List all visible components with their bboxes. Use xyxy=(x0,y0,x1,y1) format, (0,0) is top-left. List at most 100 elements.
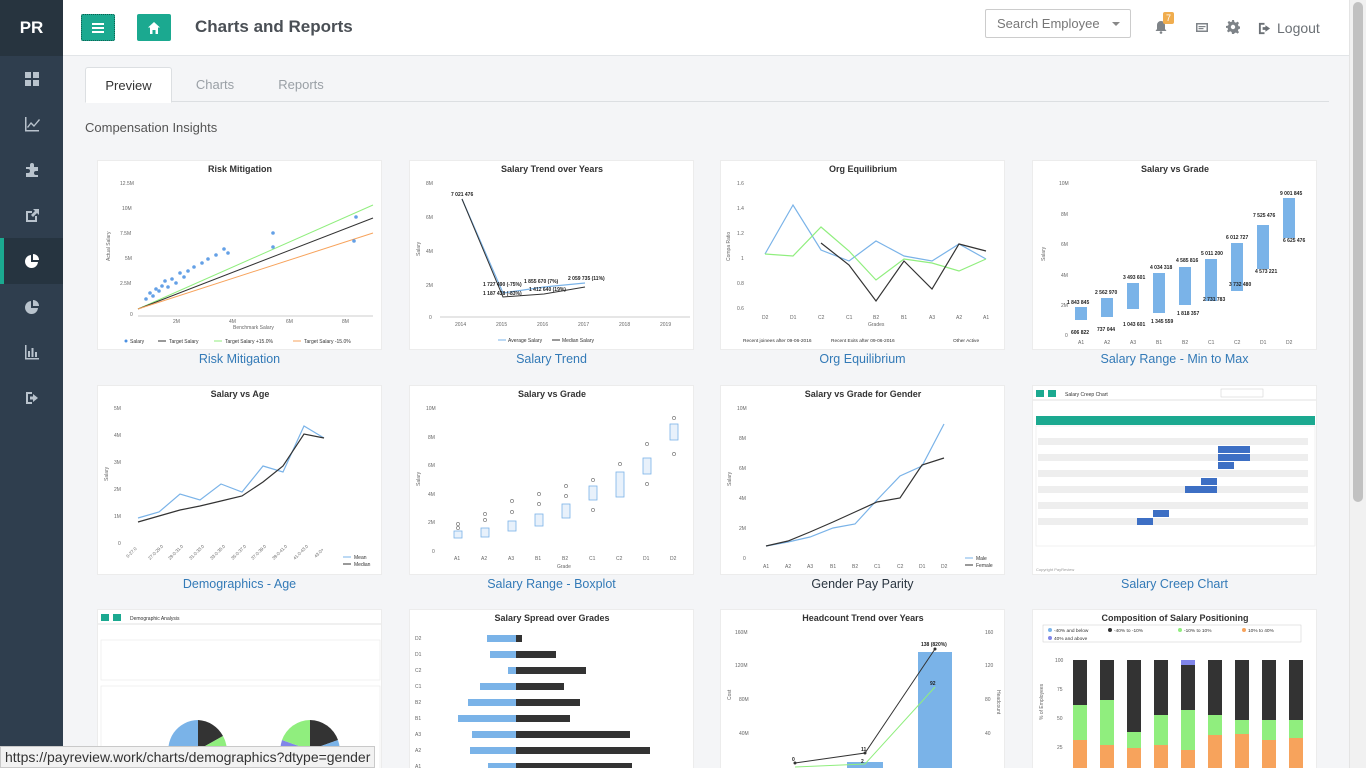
svg-text:Median: Median xyxy=(354,562,371,568)
chart-title: Salary Creep Chart xyxy=(1065,392,1108,398)
svg-text:Target Salary: Target Salary xyxy=(169,339,199,345)
chart-caption-link[interactable]: Risk Mitigation xyxy=(198,352,281,366)
svg-text:6M: 6M xyxy=(428,463,435,469)
sidebar-item-reports[interactable] xyxy=(0,330,63,376)
main-content: Preview Charts Reports Compensation Insi… xyxy=(63,56,1349,768)
chart-thumbnail[interactable]: Salary vs Grade 10M 8M 6M 4M 2M 0 A1 A2 A3 B1 B2 C… xyxy=(409,385,694,575)
brand-logo[interactable]: PR xyxy=(0,0,63,56)
svg-text:1 345 559: 1 345 559 xyxy=(1151,319,1173,325)
svg-text:Recent Exits after 09-06-2016: Recent Exits after 09-06-2016 xyxy=(831,338,895,344)
svg-text:C2: C2 xyxy=(897,564,904,570)
tab-charts[interactable]: Charts xyxy=(195,77,235,92)
svg-text:92: 92 xyxy=(930,681,936,687)
svg-text:0.8: 0.8 xyxy=(737,281,744,287)
sidebar-item-modules[interactable] xyxy=(0,147,63,193)
svg-text:5M: 5M xyxy=(125,256,132,262)
svg-text:2M: 2M xyxy=(173,319,180,325)
tab-preview[interactable]: Preview xyxy=(85,67,172,103)
svg-text:-10% to 10%: -10% to 10% xyxy=(1184,628,1212,634)
svg-text:25: 25 xyxy=(1057,745,1063,751)
chart-thumbnail[interactable]: Salary vs Age 5M 4M 3M 2M 1M 0 0-27.0 27.0-29.… xyxy=(97,385,382,575)
svg-text:C2: C2 xyxy=(616,556,623,562)
sidebar-item-signout[interactable] xyxy=(0,375,63,421)
messages-button[interactable] xyxy=(1195,20,1211,36)
menu-toggle-button[interactable] xyxy=(81,14,115,41)
svg-text:C2: C2 xyxy=(1234,340,1241,346)
svg-text:41.0-43.0: 41.0-43.0 xyxy=(292,543,309,560)
svg-text:-40% to -10%: -40% to -10% xyxy=(1114,628,1144,634)
chart-title: Salary vs Grade xyxy=(518,389,586,399)
svg-text:4 573 221: 4 573 221 xyxy=(1255,269,1277,275)
svg-text:D1: D1 xyxy=(919,564,926,570)
svg-text:A3: A3 xyxy=(807,564,813,570)
svg-text:39.0-41.0: 39.0-41.0 xyxy=(271,543,288,560)
svg-text:C2: C2 xyxy=(415,668,422,674)
sidebar-item-charts[interactable] xyxy=(0,238,63,284)
svg-text:-40% and below: -40% and below xyxy=(1054,628,1089,634)
chart-thumbnail[interactable]: Demographic Analysis xyxy=(97,609,382,768)
svg-text:D1: D1 xyxy=(1260,340,1267,346)
svg-text:100: 100 xyxy=(1055,658,1064,664)
svg-text:A3: A3 xyxy=(508,556,514,562)
svg-text:A2: A2 xyxy=(785,564,791,570)
svg-text:1 412 640 (19%): 1 412 640 (19%) xyxy=(529,287,566,293)
chart-caption-link[interactable]: Demographics - Age xyxy=(182,577,297,591)
logout-button[interactable]: Logout xyxy=(1258,20,1320,36)
search-employee-select[interactable]: Search Employee xyxy=(985,9,1131,38)
external-link-icon xyxy=(25,208,39,222)
chart-caption-link[interactable]: Salary Range - Min to Max xyxy=(1100,352,1249,366)
svg-text:2M: 2M xyxy=(1061,303,1068,309)
svg-text:11: 11 xyxy=(861,747,867,753)
svg-text:0: 0 xyxy=(429,315,432,321)
svg-text:D1: D1 xyxy=(790,315,797,321)
svg-text:C1: C1 xyxy=(1208,340,1215,346)
chart-thumbnail[interactable]: Risk Mitigation 12.5M 10M 7.5M 5M 2.5M 0 2M 4M… xyxy=(97,160,382,350)
chart-caption-link[interactable]: Salary Range - Boxplot xyxy=(487,577,616,591)
svg-text:Recent joinees after 09-06-201: Recent joinees after 09-06-2016 xyxy=(743,338,812,344)
chart-caption-link[interactable]: Salary Creep Chart xyxy=(1121,577,1228,591)
chart-thumbnail[interactable]: Salary vs Grade for Gender 10M 8M 6M 4M 2M 0 … xyxy=(720,385,1005,575)
svg-text:A1: A1 xyxy=(415,764,421,768)
sidebar-item-dashboard[interactable] xyxy=(0,56,63,102)
svg-text:40M: 40M xyxy=(739,731,749,737)
chart-card-salary-boxplot: Salary vs Grade 10M 8M 6M 4M 2M 0 A1 A2 A3 B1 B2 C… xyxy=(409,385,694,591)
chart-caption-link[interactable]: Salary Trend xyxy=(516,352,587,366)
svg-text:8M: 8M xyxy=(739,436,746,442)
tab-reports[interactable]: Reports xyxy=(278,77,324,92)
dashboard-icon xyxy=(24,71,39,86)
svg-text:6M: 6M xyxy=(739,466,746,472)
svg-text:4M: 4M xyxy=(1061,273,1068,279)
svg-text:D2: D2 xyxy=(941,564,948,570)
chart-card-demographic-analysis: Demographic Analysis xyxy=(97,609,382,768)
chart-thumbnail[interactable]: Composition of Salary Positioning -40% a… xyxy=(1032,609,1317,768)
svg-text:6 012 727: 6 012 727 xyxy=(1226,235,1248,241)
chart-thumbnail[interactable]: Salary Spread over Grades D2 D1 C2 C1 B2 B1 A3… xyxy=(409,609,694,768)
svg-text:10M: 10M xyxy=(122,206,132,212)
section-title: Compensation Insights xyxy=(85,120,218,135)
chart-thumbnail[interactable]: Headcount Trend over Years 160M 120M 80M 40… xyxy=(720,609,1005,768)
svg-text:1 843 845: 1 843 845 xyxy=(1067,300,1089,306)
svg-text:B2: B2 xyxy=(852,564,858,570)
svg-text:1 727 490 (-75%): 1 727 490 (-75%) xyxy=(483,282,522,288)
chart-thumbnail[interactable]: Salary Creep Chart Copyright PayReview xyxy=(1032,385,1317,575)
svg-text:C1: C1 xyxy=(415,684,422,690)
home-button[interactable] xyxy=(137,14,171,41)
sidebar-item-trends[interactable] xyxy=(0,102,63,148)
svg-text:1 043 601: 1 043 601 xyxy=(1123,322,1145,328)
scrollbar-thumb[interactable] xyxy=(1353,2,1363,502)
chart-thumbnail[interactable]: Salary vs Grade 10M 8M 6M 4M 2M 0 1 843 845 60… xyxy=(1032,160,1317,350)
chart-caption-link[interactable]: Org Equilibrium xyxy=(819,352,906,366)
svg-text:B1: B1 xyxy=(535,556,541,562)
chart-caption-link[interactable]: Gender Pay Parity xyxy=(811,577,914,591)
chart-thumbnail[interactable]: Org Equilibrium 1.6 1.4 1.2 1 0.8 0.6 D2 D1 C2 C… xyxy=(720,160,1005,350)
svg-text:Salary: Salary xyxy=(130,339,145,345)
svg-text:2 059 735 (11%): 2 059 735 (11%) xyxy=(568,276,605,282)
sidebar-item-export[interactable] xyxy=(0,193,63,239)
svg-text:2016: 2016 xyxy=(537,322,548,328)
vertical-scrollbar[interactable] xyxy=(1349,0,1366,768)
svg-text:1.2: 1.2 xyxy=(737,231,744,237)
chart-thumbnail[interactable]: Salary Trend over Years 8M 6M 4M 2M 0 7 021 … xyxy=(409,160,694,350)
svg-text:0-27.0: 0-27.0 xyxy=(125,546,138,559)
sidebar-item-analytics[interactable] xyxy=(0,284,63,330)
settings-button[interactable] xyxy=(1226,20,1242,36)
